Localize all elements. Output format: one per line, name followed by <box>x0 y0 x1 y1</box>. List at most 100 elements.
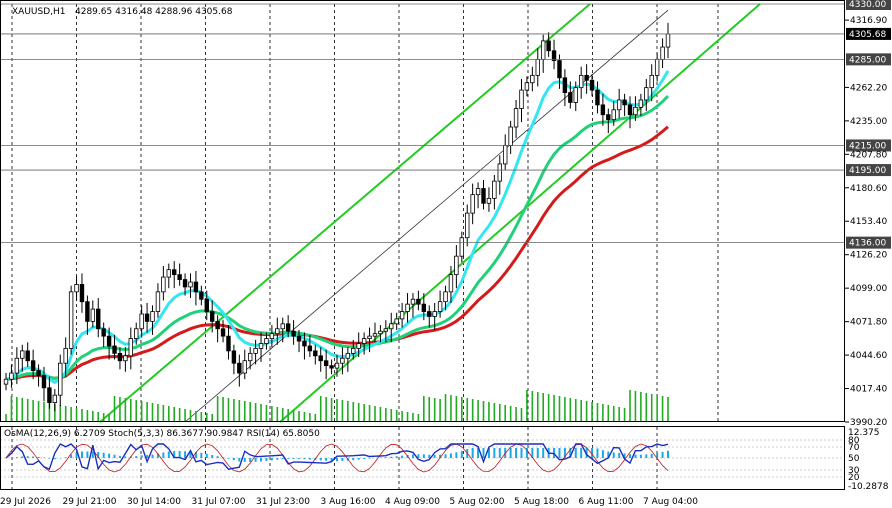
candle-body <box>427 311 432 317</box>
candle-body <box>134 328 139 339</box>
candle-body <box>269 333 275 339</box>
candle-body <box>242 360 247 374</box>
candle-body <box>578 74 584 89</box>
candle-body <box>123 355 128 362</box>
candle-body <box>448 274 454 293</box>
candle-body <box>106 335 112 347</box>
level-label: 4136.00 <box>849 239 886 249</box>
candle-body <box>96 308 101 330</box>
candle-body <box>128 338 134 357</box>
candle-body <box>600 104 606 116</box>
x-tick-label: 3 Aug 16:00 <box>321 497 376 507</box>
candle-body <box>139 313 144 330</box>
candle-body <box>378 330 383 335</box>
candle-body <box>112 345 117 354</box>
candle-body <box>258 343 264 349</box>
y-tick-label: 4316.90 <box>850 16 887 26</box>
y-tick-label: 4207.80 <box>850 150 887 160</box>
candle-body <box>47 387 52 403</box>
candle-body <box>443 291 448 303</box>
candle-body <box>557 60 562 79</box>
candle-body <box>193 281 199 293</box>
candle-body <box>9 372 14 380</box>
level-tag <box>846 0 891 10</box>
candle-body <box>492 180 497 199</box>
y-tick-label: 4262.20 <box>850 83 887 93</box>
candle-body <box>226 335 231 352</box>
candle-body <box>264 338 269 344</box>
y-tick-label: 4017.40 <box>850 385 887 395</box>
candle-body <box>589 79 595 91</box>
indicator-tick-label: 70 <box>848 443 860 453</box>
level-label: 4285.00 <box>849 55 886 65</box>
indicator-tick-label: 50 <box>848 454 860 464</box>
level-tag <box>846 164 891 177</box>
indicator-tick-label: 12.375 <box>848 428 880 438</box>
candle-body <box>296 335 302 342</box>
x-tick-label: 7 Aug 04:00 <box>643 497 698 507</box>
candle-body <box>644 87 649 101</box>
candle-body <box>177 274 182 280</box>
candle-body <box>3 378 9 385</box>
x-tick-label: 6 Aug 11:00 <box>579 497 634 507</box>
x-tick-label: 5 Aug 02:00 <box>450 497 505 507</box>
candle-body <box>215 320 220 330</box>
candle-body <box>540 40 546 60</box>
candle-body <box>616 99 622 111</box>
candle-body <box>166 269 171 278</box>
candle-body <box>654 58 660 76</box>
candle-body <box>144 313 150 322</box>
candle-body <box>416 298 421 305</box>
candle-body <box>394 318 399 325</box>
candle-body <box>405 303 410 312</box>
level-label: 4305.68 <box>849 30 886 40</box>
x-tick-label: 30 Jul 14:00 <box>127 497 181 507</box>
candle-body <box>101 328 106 337</box>
candle-body <box>14 357 20 374</box>
candle-body <box>454 255 459 276</box>
indicator-header: OsMA(12,26,9) 6.2709 Stoch(5,3,3) 86.367… <box>4 429 320 439</box>
candle-body <box>172 269 177 276</box>
level-tag <box>846 139 891 152</box>
candle-body <box>334 362 340 369</box>
level-tag <box>846 27 891 40</box>
candle-body <box>665 33 671 48</box>
candle-body <box>25 350 30 362</box>
candle-body <box>150 311 155 322</box>
level-label: 4215.00 <box>849 141 886 151</box>
candle-body <box>318 355 323 362</box>
candle-body <box>399 311 405 320</box>
candle-body <box>470 194 475 214</box>
candle-body <box>356 343 361 349</box>
candle-body <box>204 298 209 312</box>
candle-body <box>459 237 465 257</box>
candle-body <box>68 291 74 349</box>
candle-body <box>36 370 41 376</box>
candle-body <box>209 311 215 322</box>
candle-body <box>627 104 633 116</box>
ohlc-header: 4289.65 4316.48 4288.96 4305.68 <box>75 7 233 17</box>
indicator-tick-label: 80 <box>848 436 860 446</box>
candle-body <box>231 350 237 364</box>
candle-body <box>551 50 557 61</box>
candle-body <box>465 212 470 239</box>
candle-body <box>475 188 481 196</box>
candle-body <box>275 328 280 335</box>
candle-body <box>562 77 568 93</box>
candle-body <box>63 348 68 364</box>
candle-body <box>611 109 616 121</box>
candle-body <box>220 328 226 337</box>
channel-upper <box>99 3 591 423</box>
stoch-line <box>5 443 669 473</box>
candle-body <box>58 362 63 396</box>
candle-body <box>481 188 486 204</box>
level-label: 4330.00 <box>849 0 886 10</box>
y-tick-label: 4235.00 <box>850 117 887 127</box>
candle-body <box>182 279 188 288</box>
candle-body <box>41 375 47 389</box>
candle-body <box>372 333 378 337</box>
candle-body <box>622 99 627 106</box>
candle-body <box>519 89 524 109</box>
candle-body <box>323 360 329 367</box>
